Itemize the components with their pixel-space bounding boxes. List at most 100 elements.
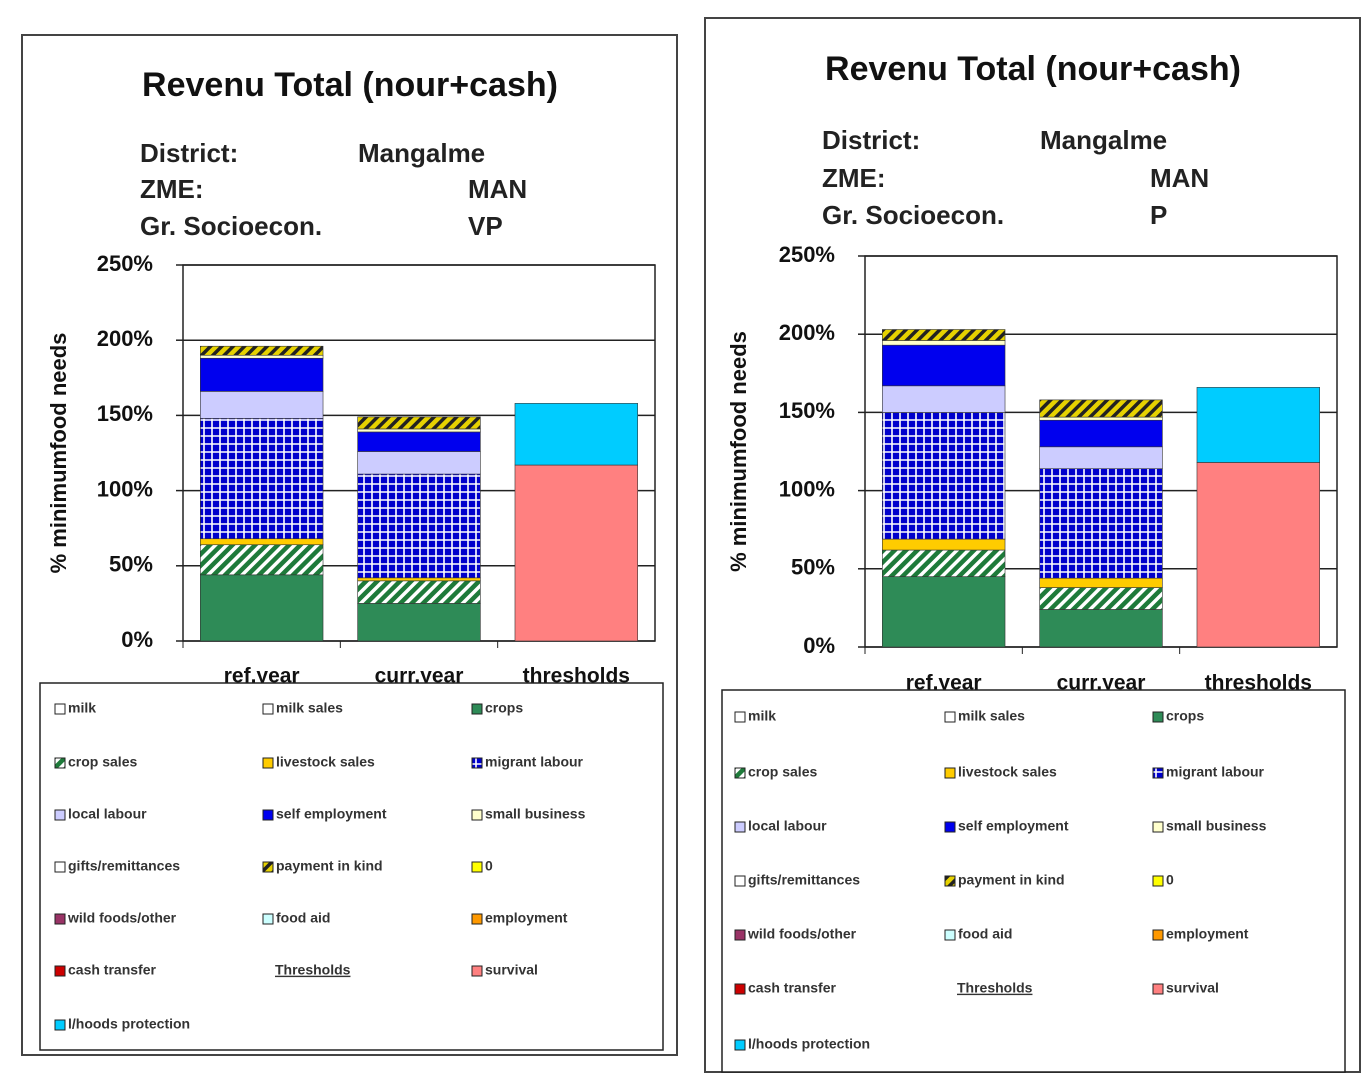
legend-label: 0 (1166, 872, 1174, 888)
legend-swatch (734, 983, 746, 995)
y-tick-label: 100% (779, 476, 835, 501)
legend-swatch (944, 875, 956, 887)
legend-swatch (262, 809, 274, 821)
legend-label: survival (485, 962, 538, 978)
legend-label: local labour (68, 806, 147, 822)
bar-segment (200, 544, 324, 576)
y-tick-label: 150% (97, 401, 153, 426)
bar-segment (200, 345, 324, 356)
legend-label: l/hoods protection (68, 1016, 190, 1032)
legend-swatch (471, 913, 483, 925)
bar-segment (200, 354, 324, 359)
bar-segment (882, 344, 1006, 387)
bar-segment (357, 603, 481, 642)
legend-label: gifts/remittances (748, 872, 860, 888)
legend-label: employment (1166, 926, 1249, 942)
legend-swatch (944, 821, 956, 833)
legend-label: payment in kind (276, 858, 383, 874)
legend-label: migrant labour (1166, 764, 1265, 780)
bar-segment (1039, 468, 1163, 579)
legend-heading: Thresholds (957, 980, 1033, 996)
bar-segment (882, 576, 1006, 648)
y-tick-label: 100% (97, 476, 153, 501)
legend-swatch (262, 861, 274, 873)
legend-swatch (471, 809, 483, 821)
legend-swatch (54, 861, 66, 873)
legend-label: crop sales (68, 754, 137, 770)
legend-label: food aid (276, 910, 330, 926)
legend-swatch (1152, 711, 1164, 723)
info-value: P (1150, 200, 1167, 230)
legend-label: small business (1166, 818, 1267, 834)
legend-swatch (471, 861, 483, 873)
legend-swatch (54, 809, 66, 821)
legend-label: self employment (276, 806, 387, 822)
x-tick-label: ref.year (906, 672, 982, 695)
y-tick-label: 250% (779, 242, 835, 267)
legend-label: milk sales (958, 708, 1025, 724)
legend-swatch (734, 821, 746, 833)
legend-swatch (262, 757, 274, 769)
legend-swatch (944, 767, 956, 779)
y-tick-label: 200% (779, 320, 835, 345)
legend-label: payment in kind (958, 872, 1065, 888)
legend-label: gifts/remittances (68, 858, 180, 874)
legend-label: migrant labour (485, 754, 584, 770)
legend-swatch (54, 703, 66, 715)
x-tick-label: thresholds (523, 665, 630, 688)
bar-segment (200, 538, 324, 546)
legend-swatch (54, 757, 66, 769)
bar-segment (514, 464, 638, 642)
legend-swatch (1152, 767, 1164, 779)
chart-title: Revenu Total (nour+cash) (142, 66, 558, 104)
x-tick-label: curr.year (375, 665, 464, 688)
legend-label: crops (485, 700, 523, 716)
legend-swatch (734, 875, 746, 887)
legend-label: wild foods/other (747, 926, 857, 942)
bar-segment (1039, 446, 1163, 470)
legend-label: local labour (748, 818, 827, 834)
legend-heading: Thresholds (275, 962, 351, 978)
y-tick-label: 50% (109, 552, 153, 577)
legend-label: food aid (958, 926, 1012, 942)
info-label: ZME: (822, 163, 886, 193)
info-value: VP (468, 211, 503, 241)
bar-segment (1039, 609, 1163, 648)
y-tick-label: 150% (779, 398, 835, 423)
legend-label: livestock sales (958, 764, 1057, 780)
bar-segment (357, 431, 481, 452)
legend-label: cash transfer (748, 980, 836, 996)
bar-segment (882, 385, 1006, 413)
y-tick-label: 0% (121, 627, 153, 652)
legend-swatch (734, 767, 746, 779)
legend-label: employment (485, 910, 568, 926)
legend-label: wild foods/other (67, 910, 177, 926)
legend-swatch (54, 1019, 66, 1031)
info-value: MAN (468, 174, 527, 204)
bar-segment (1039, 416, 1163, 421)
legend-box (39, 682, 664, 1051)
info-value: Mangalme (358, 138, 485, 168)
legend-label: 0 (485, 858, 493, 874)
bar-segment (200, 574, 324, 642)
legend-swatch (734, 929, 746, 941)
legend-label: small business (485, 806, 586, 822)
legend-swatch (262, 913, 274, 925)
info-label: District: (140, 138, 238, 168)
y-axis-label: % minimumfood needs (726, 331, 751, 572)
legend-label: crops (1166, 708, 1204, 724)
bar-segment (882, 538, 1006, 551)
bar-segment (1039, 577, 1163, 588)
x-tick-label: curr.year (1057, 672, 1146, 695)
legend-label: crop sales (748, 764, 817, 780)
legend-label: milk (68, 700, 96, 716)
legend-label: livestock sales (276, 754, 375, 770)
legend-swatch (471, 703, 483, 715)
bar-segment (357, 473, 481, 579)
legend-swatch (54, 913, 66, 925)
y-tick-label: 0% (803, 633, 835, 658)
bar-segment (200, 357, 324, 392)
bar-segment (357, 416, 481, 430)
legend-label: self employment (958, 818, 1069, 834)
